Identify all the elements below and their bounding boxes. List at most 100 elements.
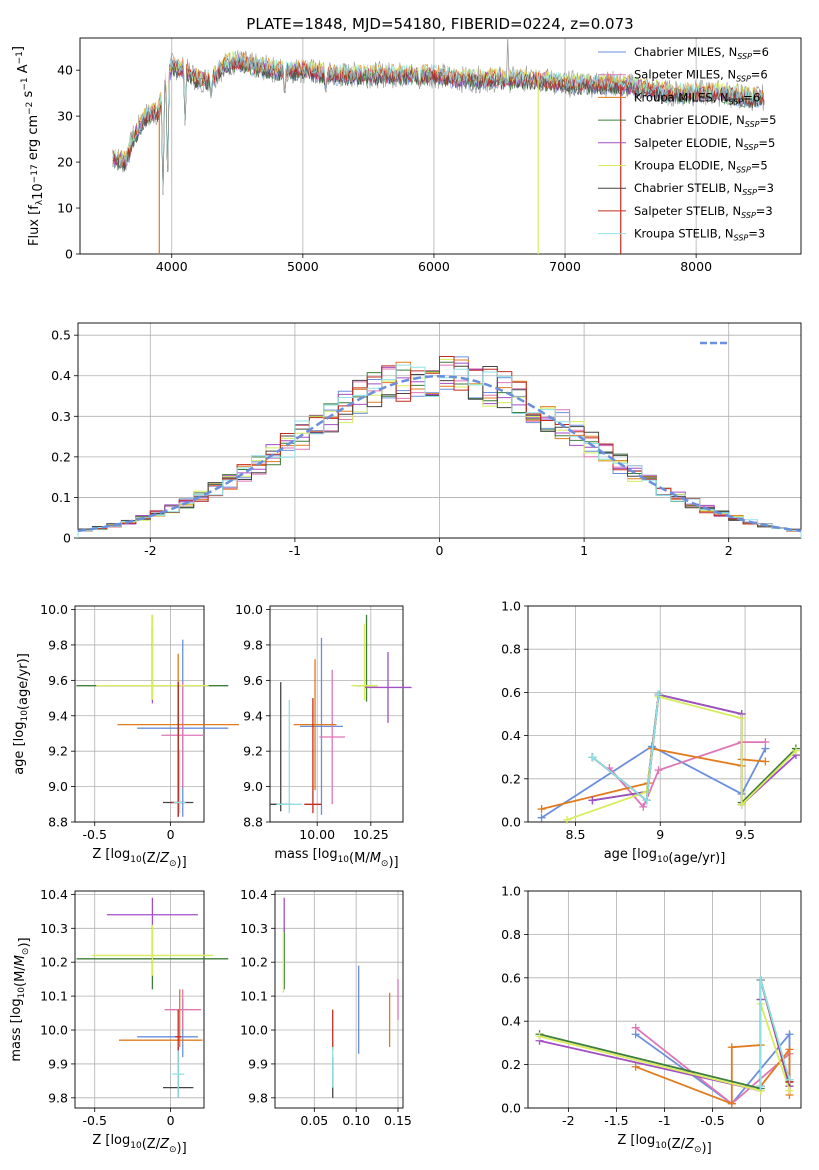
x-tick-label: -0.5 <box>83 1113 107 1128</box>
y-tick-label: 0.2 <box>51 449 71 464</box>
legend-label: Kroupa ELODIE, NSSP=5 <box>634 159 768 175</box>
y-tick-label: 9.6 <box>243 673 263 688</box>
y-axis-label: age [log10(age/yr)] <box>12 653 31 775</box>
weight-marker <box>791 746 800 755</box>
weight-marker <box>785 1086 794 1095</box>
model-spectrum-salpeter-stelib <box>112 56 765 195</box>
y-tick-label: 9.9 <box>248 1056 268 1071</box>
y-tick-label: 0.0 <box>501 1101 521 1116</box>
data-spectrum-line <box>112 49 765 195</box>
weight-marker <box>785 1045 794 1054</box>
weight-marker <box>761 738 770 747</box>
y-tick-label: 10.2 <box>240 955 268 970</box>
y-tick-label: 10.2 <box>40 955 68 970</box>
x-tick-label: 0.15 <box>384 1113 412 1128</box>
y-tick-label: 9.4 <box>48 708 68 723</box>
x-tick-label: -2 <box>144 543 156 558</box>
y-tick-label: 9.0 <box>243 779 263 794</box>
x-tick-label: 6000 <box>418 259 450 274</box>
y-tick-label: 0.0 <box>501 815 521 830</box>
weight-marker <box>588 753 597 762</box>
axes-frame <box>269 605 404 823</box>
x-axis-label: age [log10(age/yr)] <box>604 847 726 866</box>
weight-marker <box>654 766 663 775</box>
mass-vs-metallicity-panel: -0.5 0 9.8 9.9 10.0 10.1 10.2 10.3 10.4 Z [log10(… <box>9 887 229 1156</box>
x-axis-label: Z [log10(Z/Z⊙)] <box>92 1133 186 1156</box>
y-tick-label: 10.0 <box>235 602 263 617</box>
emission-line <box>506 37 510 80</box>
y-tick-label: 9.2 <box>243 744 263 759</box>
weight-marker <box>756 1082 765 1091</box>
weight-marker <box>639 802 648 811</box>
model-spectrum-chabrier-stelib <box>112 57 765 195</box>
weight-marker <box>756 975 765 984</box>
x-tick-label: -1 <box>658 1113 670 1128</box>
axes-frame <box>77 322 802 539</box>
x-tick-label: 7000 <box>549 259 581 274</box>
y-tick-label: 0 <box>65 247 73 262</box>
y-tick-label: 8.8 <box>243 815 263 830</box>
y-tick-label: 10.1 <box>40 989 68 1004</box>
figure-title: PLATE=1848, MJD=54180, FIBERID=0224, z=0… <box>246 15 633 33</box>
weight-marker <box>654 690 663 699</box>
x-tick-label: 0.05 <box>300 1113 328 1128</box>
x-axis-label: Z [log10(Z/Z⊙)] <box>617 1133 711 1156</box>
y-tick-label: 10.3 <box>40 921 68 936</box>
y-tick-label: 8.8 <box>48 815 68 830</box>
y-tick-label: 10.3 <box>240 921 268 936</box>
x-tick-label: 0 <box>757 1113 765 1128</box>
weight-marker <box>631 1062 640 1071</box>
x-tick-label: -0.5 <box>83 827 107 842</box>
y-tick-label: 9.4 <box>243 708 263 723</box>
x-tick-label: 8000 <box>680 259 712 274</box>
x-tick-label: 9 <box>656 827 664 842</box>
weight-marker <box>737 800 746 809</box>
x-tick-label: 0 <box>167 1113 175 1128</box>
weight-marker <box>785 1030 794 1039</box>
gaussian-curve <box>77 374 802 533</box>
weight-vs-age-panel: 8.5 9 9.5 0.0 0.2 0.4 0.6 0.8 1.0 age [log10(age/… <box>501 599 802 866</box>
y-tick-label: 0.4 <box>501 1014 521 1029</box>
y-tick-label: 0.4 <box>51 368 71 383</box>
x-axis-label: mass [log10(M/M⊙)] <box>274 847 398 870</box>
axes-frame <box>79 37 802 255</box>
y-tick-label: 0.2 <box>501 771 521 786</box>
y-tick-label: 0.1 <box>51 490 71 505</box>
y-axis-label: Flux [fλ10−17 erg cm−2 s−1 A−1] <box>11 46 46 246</box>
x-tick-label: -0.5 <box>700 1113 724 1128</box>
y-tick-label: 10.4 <box>40 887 68 902</box>
weight-marker <box>537 813 546 822</box>
x-tick-label: 1 <box>580 543 588 558</box>
y-tick-label: 1.0 <box>501 599 521 614</box>
y-tick-label: 0.3 <box>51 409 71 424</box>
weight-marker <box>537 805 546 814</box>
y-tick-label: 9.8 <box>243 637 263 652</box>
y-tick-label: 0.5 <box>51 328 71 343</box>
legend-label: Chabrier MILES, NSSP=6 <box>634 45 769 61</box>
legend-label: Salpeter STELIB, NSSP=3 <box>634 204 773 220</box>
weight-line-kroupa-elodie <box>566 695 797 821</box>
x-tick-label: 0 <box>436 543 444 558</box>
weight-vs-metallicity-panel: -2 -1.5 -1 -0.5 0 0.0 0.2 0.4 0.6 0.8 1.0 Z [log10(… <box>501 884 802 1156</box>
x-tick-label: 0.10 <box>342 1113 370 1128</box>
y-tick-label: 20 <box>57 155 73 170</box>
y-tick-label: 9.8 <box>48 637 68 652</box>
x-tick-label: -2 <box>562 1113 574 1128</box>
x-tick-label: 4000 <box>156 259 188 274</box>
y-tick-label: 10.0 <box>240 1023 268 1038</box>
spectrum-panel: 4000 5000 6000 7000 8000 0 10 20 30 40 Flux [fλ10−… <box>11 37 802 274</box>
y-tick-label: 0.6 <box>501 970 521 985</box>
age-vs-mass-panel: 10.00 10.25 8.8 9.0 9.2 9.4 9.6 9.8 10.0 mass [lo… <box>235 602 412 870</box>
mass-vs-ebv-panel: 0.05 0.10 0.15 9.8 9.9 10.0 10.1 10.2 10.3 10.4 <box>240 887 412 1128</box>
axes-frame <box>274 890 404 1109</box>
x-tick-label: 10.25 <box>353 827 389 842</box>
legend-label: Salpeter MILES, NSSP=6 <box>634 68 768 84</box>
legend-label: Chabrier STELIB, NSSP=3 <box>634 181 774 197</box>
y-tick-label: 1.0 <box>501 884 521 899</box>
x-axis-label: Z [log10(Z/Z⊙)] <box>92 847 186 870</box>
weight-marker <box>727 1043 736 1052</box>
legend-label: Kroupa MILES, NSSP=6 <box>634 90 760 106</box>
x-tick-label: -1 <box>289 543 301 558</box>
axes-frame <box>74 605 205 823</box>
